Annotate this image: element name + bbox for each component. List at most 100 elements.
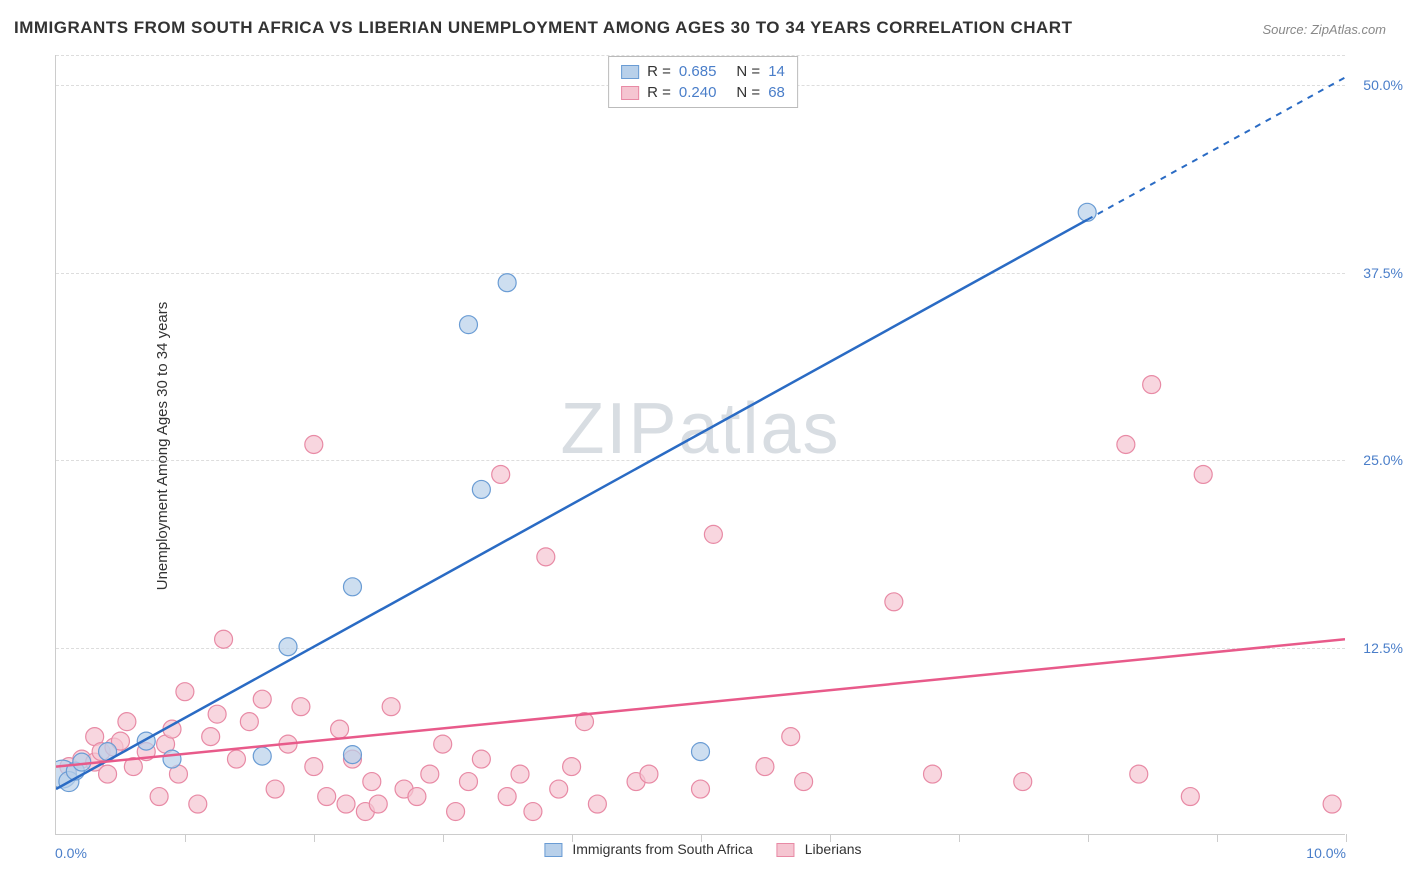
scatter-point <box>692 780 710 798</box>
scatter-point <box>150 788 168 806</box>
scatter-point <box>447 803 465 821</box>
scatter-point <box>202 728 220 746</box>
scatter-point <box>704 525 722 543</box>
scatter-point <box>343 578 361 596</box>
series-legend: Immigrants from South Africa Liberians <box>544 841 861 857</box>
scatter-point <box>279 638 297 656</box>
scatter-point <box>208 705 226 723</box>
scatter-point <box>524 803 542 821</box>
scatter-point <box>885 593 903 611</box>
x-tick <box>314 834 315 842</box>
scatter-point <box>1078 203 1096 221</box>
scatter-point <box>253 690 271 708</box>
scatter-point <box>563 758 581 776</box>
scatter-point <box>176 683 194 701</box>
scatter-point <box>511 765 529 783</box>
series-legend-item-1: Immigrants from South Africa <box>544 841 752 857</box>
legend-r-label: R = <box>647 63 671 80</box>
x-tick <box>443 834 444 842</box>
scatter-point <box>343 746 361 764</box>
scatter-point <box>318 788 336 806</box>
source-attribution: Source: ZipAtlas.com <box>1262 22 1386 37</box>
correlation-legend-row-2: R = 0.240 N = 68 <box>621 82 785 103</box>
scatter-point <box>1130 765 1148 783</box>
y-tick-label: 37.5% <box>1353 265 1403 281</box>
scatter-point <box>382 698 400 716</box>
scatter-point <box>240 713 258 731</box>
legend-n-value-1: 14 <box>768 63 785 80</box>
scatter-point <box>498 788 516 806</box>
scatter-point <box>492 465 510 483</box>
legend-r-value-1: 0.685 <box>679 63 717 80</box>
scatter-point <box>924 765 942 783</box>
scatter-point <box>472 480 490 498</box>
x-axis-max-label: 10.0% <box>1306 845 1346 861</box>
scatter-point <box>408 788 426 806</box>
scatter-point <box>215 630 233 648</box>
scatter-point <box>472 750 490 768</box>
scatter-point <box>756 758 774 776</box>
scatter-point <box>266 780 284 798</box>
scatter-point <box>253 747 271 765</box>
x-tick <box>1217 834 1218 842</box>
scatter-point <box>1194 465 1212 483</box>
series-legend-item-2: Liberians <box>777 841 862 857</box>
scatter-point <box>434 735 452 753</box>
scatter-point <box>331 720 349 738</box>
scatter-point <box>537 548 555 566</box>
scatter-point <box>305 436 323 454</box>
scatter-point <box>292 698 310 716</box>
scatter-point <box>363 773 381 791</box>
legend-n-label: N = <box>736 63 760 80</box>
x-tick <box>185 834 186 842</box>
legend-r-value-2: 0.240 <box>679 84 717 101</box>
scatter-point <box>189 795 207 813</box>
plot-area: ZIPatlas 12.5%25.0%37.5%50.0% <box>55 55 1345 835</box>
legend-swatch-blue <box>544 843 562 857</box>
scatter-point <box>498 274 516 292</box>
series-legend-label-2: Liberians <box>805 841 862 857</box>
scatter-point <box>1323 795 1341 813</box>
scatter-point <box>459 773 477 791</box>
correlation-legend-row-1: R = 0.685 N = 14 <box>621 61 785 82</box>
scatter-point <box>1181 788 1199 806</box>
x-tick <box>1088 834 1089 842</box>
scatter-point <box>118 713 136 731</box>
scatter-point <box>795 773 813 791</box>
scatter-point <box>588 795 606 813</box>
scatter-point <box>99 765 117 783</box>
scatter-point <box>640 765 658 783</box>
legend-n-value-2: 68 <box>768 84 785 101</box>
x-tick <box>959 834 960 842</box>
trend-line-dashed <box>1087 77 1345 219</box>
correlation-legend: R = 0.685 N = 14 R = 0.240 N = 68 <box>608 56 798 108</box>
scatter-point <box>550 780 568 798</box>
y-tick-label: 50.0% <box>1353 77 1403 93</box>
legend-n-label: N = <box>736 84 760 101</box>
series-legend-label-1: Immigrants from South Africa <box>572 841 753 857</box>
scatter-point <box>692 743 710 761</box>
chart-svg <box>56 55 1345 834</box>
legend-swatch-blue <box>621 65 639 79</box>
y-tick-label: 25.0% <box>1353 452 1403 468</box>
scatter-point <box>782 728 800 746</box>
scatter-point <box>369 795 387 813</box>
scatter-point <box>1143 376 1161 394</box>
legend-swatch-pink <box>777 843 795 857</box>
scatter-point <box>421 765 439 783</box>
scatter-point <box>1014 773 1032 791</box>
scatter-point <box>163 750 181 768</box>
scatter-point <box>1117 436 1135 454</box>
legend-r-label: R = <box>647 84 671 101</box>
scatter-point <box>337 795 355 813</box>
scatter-point <box>459 316 477 334</box>
scatter-point <box>305 758 323 776</box>
x-tick <box>1346 834 1347 842</box>
legend-swatch-pink <box>621 86 639 100</box>
trend-line <box>56 220 1087 789</box>
scatter-point <box>73 753 91 771</box>
scatter-point <box>227 750 245 768</box>
chart-title: IMMIGRANTS FROM SOUTH AFRICA VS LIBERIAN… <box>14 18 1072 38</box>
x-axis-min-label: 0.0% <box>55 845 87 861</box>
y-tick-label: 12.5% <box>1353 640 1403 656</box>
